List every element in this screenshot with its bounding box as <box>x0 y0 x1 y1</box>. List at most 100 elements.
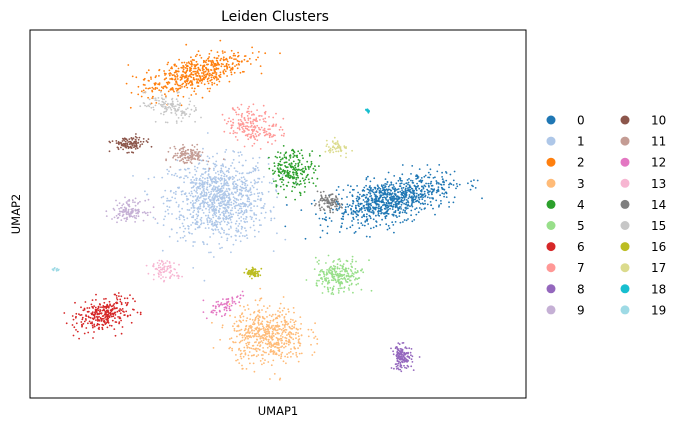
data-point <box>223 68 226 71</box>
data-point <box>258 219 261 222</box>
data-point <box>237 325 240 328</box>
data-point <box>96 316 99 319</box>
data-point <box>284 225 287 228</box>
data-point <box>273 165 276 168</box>
data-point <box>334 202 337 204</box>
data-point <box>412 196 415 199</box>
data-point <box>190 152 193 154</box>
data-point <box>202 200 205 203</box>
data-point <box>288 163 291 165</box>
data-point <box>55 270 58 272</box>
data-point <box>230 213 233 216</box>
data-point <box>163 271 165 274</box>
data-point <box>243 305 245 308</box>
data-point <box>357 191 359 194</box>
data-point <box>104 316 107 319</box>
data-point <box>192 267 195 269</box>
data-point <box>240 216 243 218</box>
data-point <box>200 159 203 162</box>
data-point <box>423 208 426 210</box>
data-point <box>196 189 198 191</box>
data-point <box>230 73 233 76</box>
data-point <box>93 325 96 328</box>
data-point <box>120 146 122 149</box>
data-point <box>197 78 200 81</box>
data-point <box>185 83 188 85</box>
data-point <box>330 279 333 281</box>
data-point <box>369 202 372 205</box>
data-point <box>375 206 378 209</box>
data-point <box>281 164 283 166</box>
data-point <box>323 218 326 221</box>
data-point <box>130 147 133 149</box>
data-point <box>170 269 172 272</box>
data-point <box>174 197 177 200</box>
data-point <box>134 300 136 303</box>
data-point <box>342 218 344 221</box>
data-point <box>182 82 185 85</box>
data-point <box>190 108 193 111</box>
data-point <box>391 186 394 189</box>
data-point <box>357 282 359 285</box>
data-point <box>261 309 263 311</box>
cluster-14-points <box>314 190 343 214</box>
data-point <box>280 168 282 171</box>
data-point <box>205 198 208 200</box>
data-point <box>164 100 167 103</box>
data-point <box>294 186 296 189</box>
data-point <box>141 143 144 146</box>
data-point <box>399 182 402 185</box>
data-point <box>382 193 385 196</box>
data-point <box>405 358 408 361</box>
data-point <box>220 204 223 207</box>
data-point <box>257 195 260 198</box>
data-point <box>265 130 268 133</box>
data-point <box>229 209 232 212</box>
data-point <box>292 149 295 152</box>
data-point <box>411 180 414 182</box>
data-point <box>197 151 200 154</box>
data-point <box>412 369 415 371</box>
data-point <box>324 277 326 280</box>
data-point <box>232 325 234 328</box>
data-point <box>229 177 232 179</box>
data-point <box>142 138 145 140</box>
data-point <box>154 104 157 107</box>
data-point <box>300 163 303 166</box>
data-point <box>250 218 253 221</box>
data-point <box>238 222 241 225</box>
data-point <box>194 55 197 58</box>
data-point <box>115 140 118 142</box>
data-point <box>386 212 388 215</box>
data-point <box>223 196 226 199</box>
data-point <box>267 361 270 363</box>
data-point <box>216 187 219 190</box>
data-point <box>190 158 193 161</box>
data-point <box>409 186 412 189</box>
data-point <box>235 354 237 356</box>
data-point <box>198 208 201 210</box>
data-point <box>212 256 215 258</box>
data-point <box>405 347 408 350</box>
data-point <box>95 319 97 321</box>
data-point <box>215 73 218 76</box>
data-point <box>131 151 133 154</box>
data-point <box>319 236 322 239</box>
data-point <box>159 270 161 273</box>
data-point <box>295 172 297 174</box>
data-point <box>374 187 377 190</box>
data-point <box>267 190 270 193</box>
data-point <box>328 272 331 274</box>
data-point <box>182 66 185 68</box>
data-point <box>189 80 192 82</box>
data-point <box>200 220 203 222</box>
data-point <box>423 175 426 178</box>
data-point <box>245 368 248 370</box>
data-point <box>124 196 126 199</box>
data-point <box>227 215 230 217</box>
data-point <box>347 205 350 208</box>
data-point <box>239 123 242 125</box>
data-point <box>252 323 254 325</box>
data-point <box>411 200 414 203</box>
data-point <box>187 227 190 230</box>
